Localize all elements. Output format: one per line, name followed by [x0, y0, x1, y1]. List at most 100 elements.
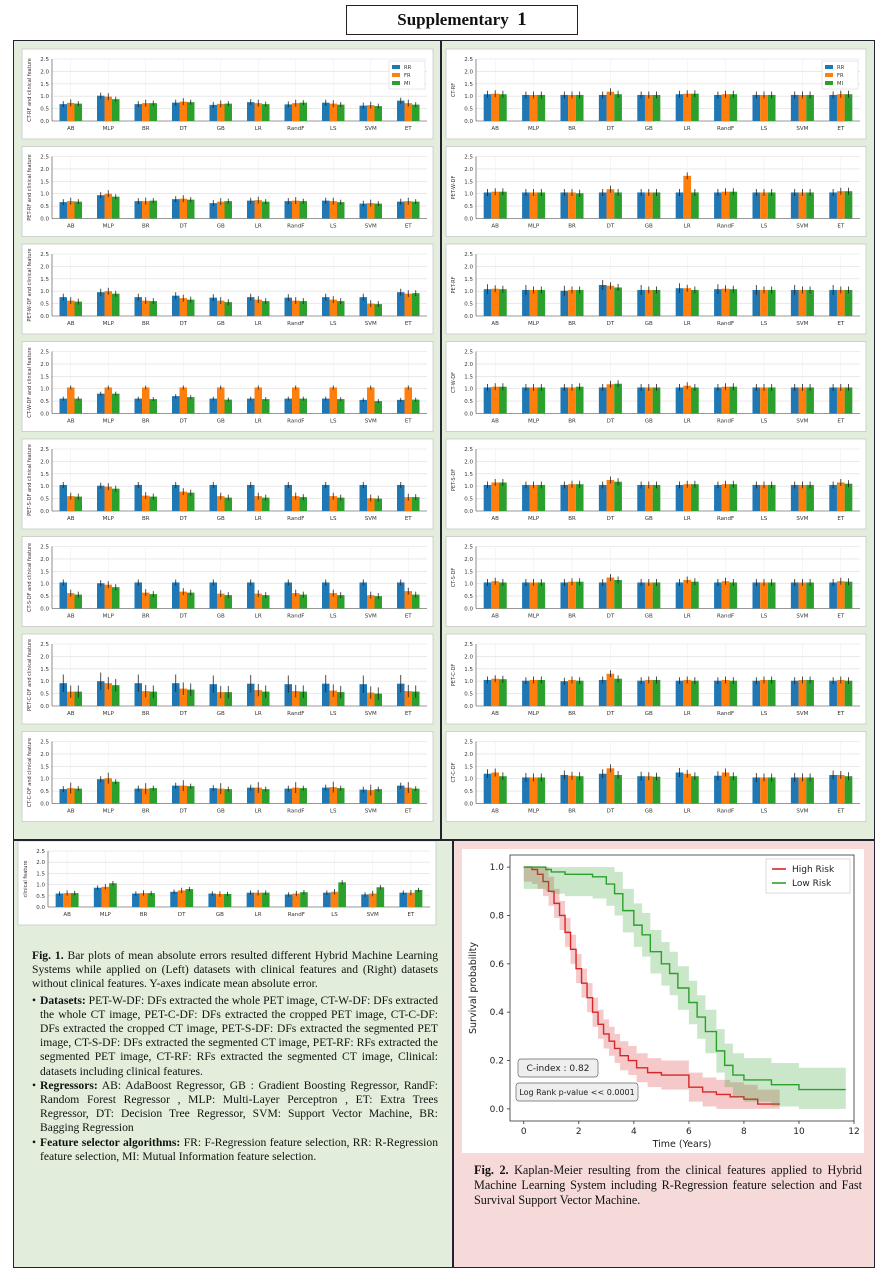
bar-chart-L6: 0.0 0.5 1.0 1.5 2.0 2.5 CT-S-DF and clinical f… — [21, 536, 434, 627]
bar-RR-SVM — [361, 894, 369, 907]
x-tick-label: SVM — [796, 711, 808, 717]
bar-FR-BR — [142, 300, 150, 316]
y-tick-label: 2.5 — [40, 350, 49, 356]
x-tick-label: SVM — [365, 126, 377, 132]
x-tick-label: RandF — [287, 321, 304, 327]
y-tick-label: 0.0 — [40, 217, 49, 223]
bar-chart-R6: 0.0 0.5 1.0 1.5 2.0 2.5 CT-S-DF AB MLP BR DT GB LR Ra… — [445, 536, 867, 627]
y-tick-label: 0.5 — [40, 789, 49, 795]
x-tick-label: AB — [63, 912, 71, 918]
bar-FR-LS — [329, 299, 337, 316]
bar-MI-BR — [575, 386, 584, 414]
x-tick-label: MLP — [528, 321, 540, 327]
bar-FR-DT — [179, 387, 187, 414]
bar-RR-RandF — [714, 484, 722, 511]
title-number: 1 — [517, 9, 527, 30]
bar-FR-BR — [568, 775, 576, 804]
bar-MI-AB — [499, 776, 507, 804]
bar-MI-DT — [185, 889, 194, 907]
title-text: Supplementary — [397, 10, 509, 29]
bar-MI-LS — [767, 289, 776, 316]
bar-MI-BR — [149, 496, 157, 511]
bar-FR-AB — [67, 788, 75, 804]
bar-FR-DT — [179, 591, 187, 609]
bar-MI-LS — [337, 301, 345, 316]
y-tick-label: 1.0 — [464, 387, 473, 393]
bar-MI-AB — [74, 301, 82, 316]
bar-RR-RandF — [284, 104, 292, 121]
bar-RR-ET — [399, 892, 408, 907]
y-tick-label: 0.0 — [464, 607, 473, 613]
bar-FR-ET — [404, 387, 412, 414]
bar-RR-RandF — [284, 684, 292, 706]
y-tick-label: 2.0 — [464, 362, 473, 368]
x-tick-label: MLP — [103, 224, 115, 230]
bar-FR-LS — [760, 679, 768, 706]
bar-FR-MLP — [529, 582, 538, 609]
bar-MI-RandF — [299, 594, 307, 609]
bar-FR-SVM — [798, 387, 807, 414]
chart-frame — [445, 438, 867, 530]
bar-RR-MLP — [522, 94, 530, 121]
bar-FR-RandF — [292, 387, 300, 414]
bar-FR-SVM — [368, 893, 377, 907]
bar-RR-RandF — [714, 387, 722, 414]
bar-RR-DT — [172, 785, 180, 804]
bar-MI-SVM — [806, 94, 814, 121]
bar-MI-LR — [691, 192, 699, 219]
bar-FR-DT — [179, 491, 187, 511]
y-axis-label: CT-C-DF — [451, 762, 457, 782]
bar-MI-AB — [499, 191, 507, 219]
x-tick-label: MLP — [100, 912, 112, 918]
x-tick-label: SVM — [365, 224, 377, 230]
legend-swatch — [825, 81, 833, 85]
bar-RR-AB — [59, 789, 67, 804]
y-axis-label: PET-C-DF and clinical feature — [27, 639, 33, 711]
y-tick-label: 0.0 — [40, 802, 49, 808]
x-tick-label: MLP — [528, 126, 540, 132]
bar-MI-AB — [499, 289, 507, 316]
chart-frame — [445, 48, 867, 140]
y-tick-label: 0.0 — [464, 412, 473, 418]
bar-FR-MLP — [101, 886, 110, 907]
bar-RR-AB — [59, 202, 67, 219]
x-tick-label: DT — [179, 321, 187, 327]
bar-FR-AB — [491, 772, 500, 804]
x-tick-label: BR — [142, 126, 150, 132]
x-tick-label: AB — [67, 126, 75, 132]
bar-MI-GB — [652, 94, 661, 121]
bar-RR-ET — [829, 484, 837, 511]
bar-RR-LS — [322, 582, 330, 609]
x-tick-label: ET — [407, 912, 414, 918]
bar-FR-ET — [836, 482, 845, 511]
km-plot: 0.0 0.2 0.4 0.6 0.8 1.0 0 2 4 6 8 10 12 Time (Years) S… — [462, 849, 864, 1153]
bar-FR-GB — [216, 894, 224, 907]
bar-MI-MLP — [112, 488, 120, 511]
y-tick-label: 1.0 — [464, 582, 473, 588]
x-tick-label: LS — [330, 711, 337, 717]
bar-FR-LR — [254, 387, 262, 414]
bar-FR-AB — [67, 387, 75, 414]
bar-RR-GB — [637, 680, 645, 706]
bar-MI-MLP — [537, 289, 546, 316]
bar-MI-ET — [412, 497, 420, 511]
bar-FR-MLP — [104, 584, 112, 609]
bar-FR-RandF — [292, 300, 300, 316]
y-axis-label: CT-RF — [451, 83, 457, 97]
bar-FR-ET — [836, 191, 845, 219]
x-tick-label: AB — [491, 126, 499, 132]
x-tick-label: GB — [217, 614, 225, 620]
y-tick-label: 0.5 — [464, 302, 473, 308]
bar-RR-BR — [134, 398, 142, 414]
bar-chart-R3: 0.0 0.5 1.0 1.5 2.0 2.5 PET-RF AB MLP BR DT GB LR Ran… — [445, 243, 867, 335]
bar-RR-RandF — [284, 484, 292, 511]
bar-RR-LR — [675, 484, 684, 511]
y-tick-label: 0.0 — [490, 1105, 505, 1115]
x-tick-label: SVM — [365, 419, 377, 425]
bar-MI-MLP — [537, 192, 546, 219]
caption-item-text: PET-W-DF: DFs extracted the whole PET im… — [40, 993, 438, 1078]
bar-FR-RandF — [721, 484, 730, 511]
bar-MI-GB — [224, 302, 232, 316]
bar-RR-RandF — [714, 289, 722, 316]
x-tick-label: AB — [491, 614, 499, 620]
